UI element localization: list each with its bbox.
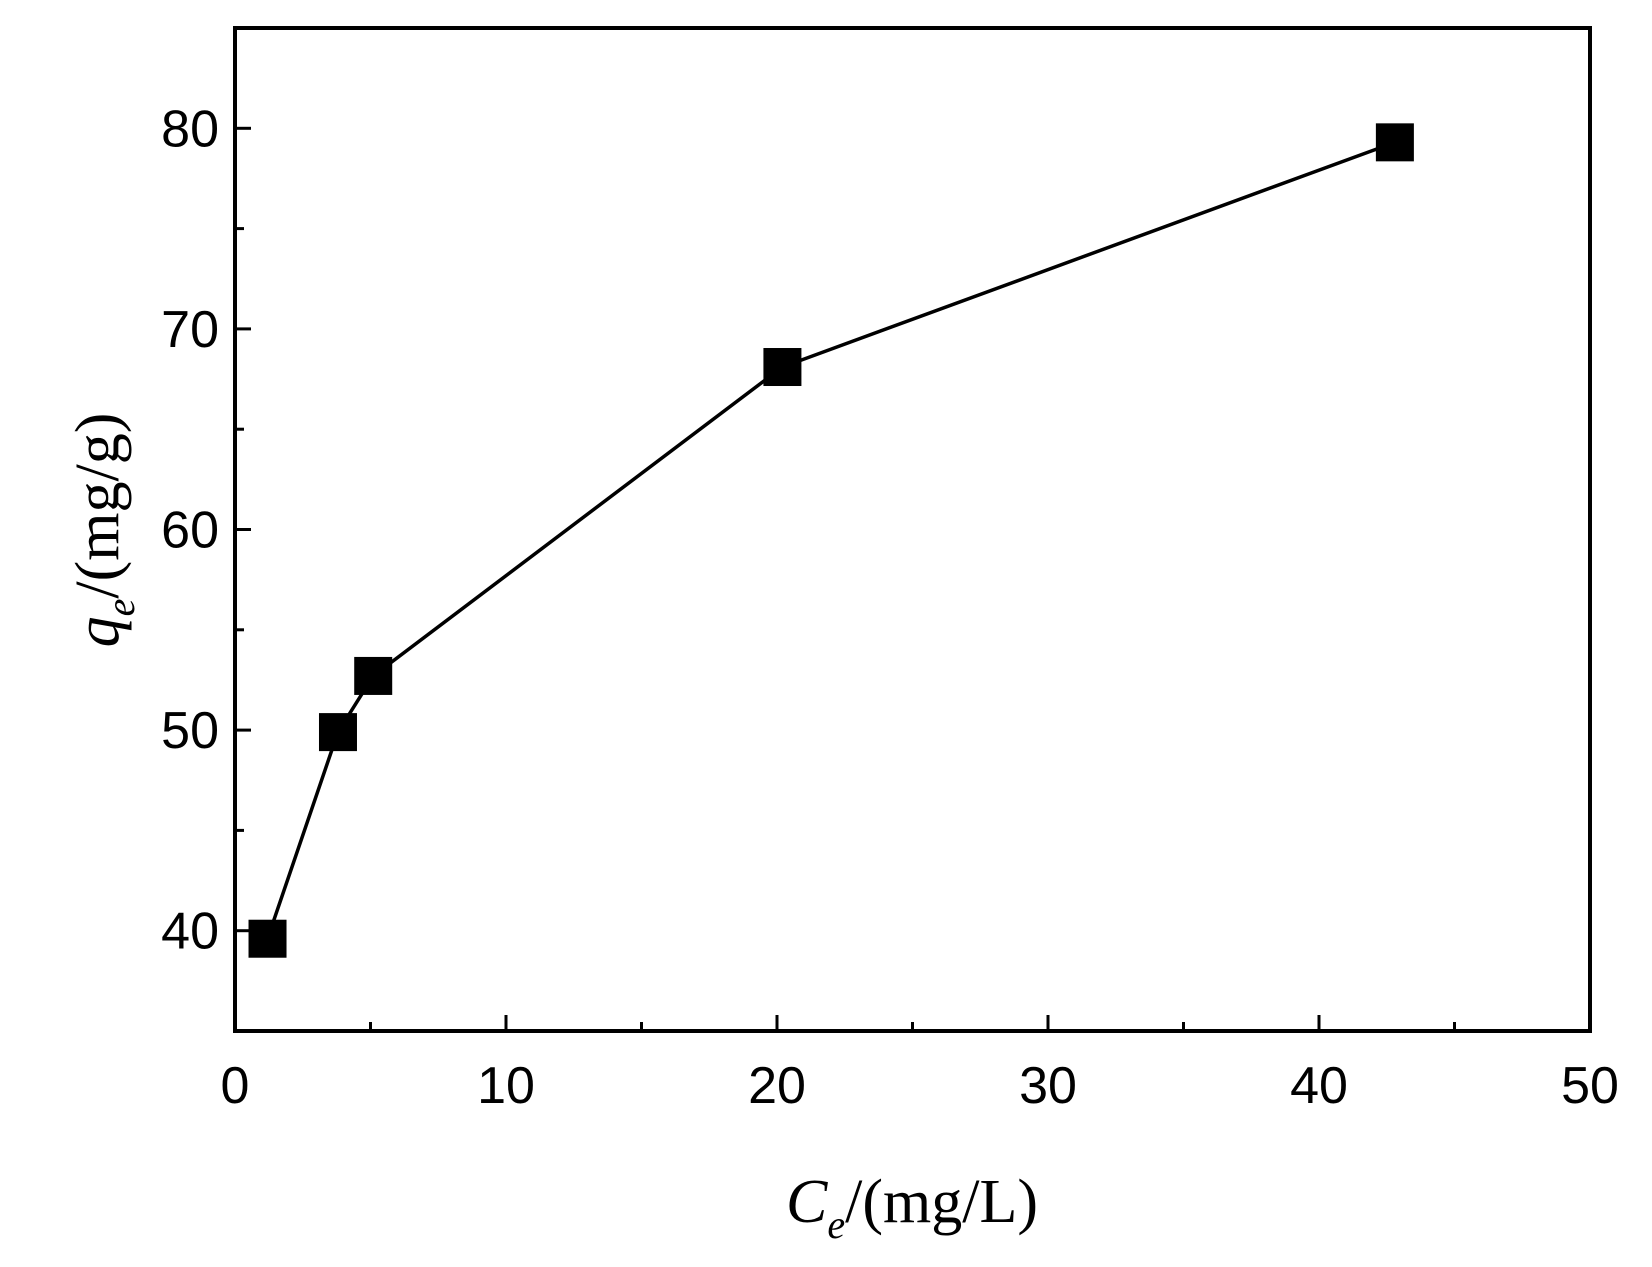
- data-point: [354, 656, 393, 695]
- y-axis-title-unit: /(mg/g): [64, 413, 132, 599]
- y-tick-label: 40: [161, 903, 219, 961]
- x-tick-label: 20: [748, 1057, 806, 1115]
- y-axis-title-sub: e: [98, 599, 143, 617]
- y-tick-label: 50: [161, 702, 219, 760]
- x-axis-title-sub: e: [827, 1202, 845, 1247]
- y-axis-title-var: q: [64, 616, 132, 647]
- plot-frame: [233, 26, 1592, 1033]
- y-tick-label: 80: [161, 100, 219, 158]
- data-point: [763, 348, 802, 387]
- x-tick-label: 0: [221, 1057, 250, 1115]
- data-point: [318, 713, 357, 752]
- y-tick-label: 60: [161, 502, 219, 560]
- y-axis-title: qe/(mg/g): [64, 413, 143, 648]
- y-tick-label: 70: [161, 301, 219, 359]
- x-axis: 0 10 20 30 40 50: [221, 1015, 1619, 1115]
- y-axis: 40 50 60 70 80: [161, 100, 251, 961]
- x-tick-label: 10: [477, 1057, 535, 1115]
- series-line: [265, 140, 1396, 940]
- data-point: [248, 919, 287, 958]
- x-axis-title-unit: /(mg/L): [845, 1168, 1038, 1236]
- data-point: [1375, 123, 1414, 162]
- x-tick-label: 30: [1019, 1057, 1077, 1115]
- x-axis-title-var: C: [786, 1168, 828, 1236]
- data-points: [248, 123, 1414, 958]
- x-tick-label: 50: [1561, 1057, 1619, 1115]
- x-tick-label: 40: [1290, 1057, 1348, 1115]
- x-axis-title: Ce/(mg/L): [786, 1168, 1038, 1247]
